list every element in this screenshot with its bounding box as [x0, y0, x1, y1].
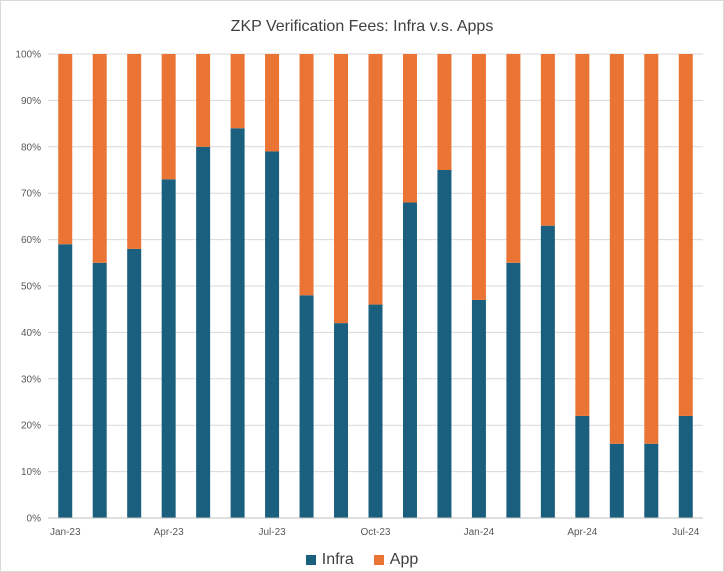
bar-segment-infra-jul-23 [265, 151, 280, 518]
bar-segment-infra-jun-23 [230, 128, 245, 518]
bar-segment-infra-oct-23 [368, 304, 383, 518]
legend-item-app: App [373, 551, 419, 569]
bar-segment-infra-feb-24 [506, 262, 521, 518]
x-tick-label: Jul-24 [672, 527, 700, 538]
y-tick-label: 50% [21, 282, 41, 293]
bar-segment-app-jun-23 [230, 54, 245, 129]
bar-segment-infra-dec-23 [437, 170, 452, 518]
legend-swatch-app [373, 555, 384, 565]
bar-segment-app-jan-24 [471, 54, 486, 300]
y-tick-label: 40% [21, 328, 41, 339]
bar-segment-app-jul-24 [678, 54, 693, 416]
x-tick-label: Oct-23 [360, 527, 390, 538]
bar-segment-infra-apr-23 [161, 179, 176, 518]
bar-segment-app-oct-23 [368, 54, 383, 305]
bar-segment-infra-jul-24 [678, 415, 693, 518]
x-tick-label: Apr-23 [154, 527, 184, 538]
stacked-bar-chart: 0% 10% 20% 30% 40% 50% 60% 70% 80% 90% 100% Jan-23 A… [15, 50, 703, 538]
y-tick-label: 10% [21, 467, 41, 478]
bar-segment-app-feb-23 [92, 54, 107, 263]
bar-segment-app-jan-23 [58, 54, 73, 245]
bar-segment-app-sep-23 [334, 54, 349, 324]
bar-segment-infra-apr-24 [575, 415, 590, 518]
bar-segment-app-nov-23 [402, 54, 417, 203]
legend-label-infra: Infra [321, 551, 354, 568]
bar-segment-infra-sep-23 [334, 323, 349, 518]
bar-segment-app-feb-24 [506, 54, 521, 263]
bar-segment-infra-mar-23 [127, 248, 142, 518]
bar-segment-infra-aug-23 [299, 295, 314, 518]
y-tick-label: 80% [21, 142, 41, 153]
legend-item-infra: Infra [305, 551, 354, 569]
bar-segment-infra-may-23 [196, 146, 211, 519]
y-tick-label: 90% [21, 96, 41, 107]
y-tick-label: 20% [21, 421, 41, 432]
bar-segment-infra-jan-23 [58, 244, 73, 519]
x-tick-label: Apr-24 [567, 527, 597, 538]
y-tick-label: 30% [21, 374, 41, 385]
chart-title: ZKP Verification Fees: Infra v.s. Apps [230, 18, 494, 35]
bar-segment-app-may-24 [609, 54, 624, 444]
x-tick-label: Jan-24 [464, 527, 495, 538]
bar-segment-app-may-23 [196, 54, 211, 147]
bar-segment-infra-jun-24 [644, 443, 659, 518]
y-tick-label: 70% [21, 189, 41, 200]
bar-segment-infra-jan-24 [471, 299, 486, 518]
bar-segment-app-jul-23 [265, 54, 280, 152]
bar-segment-app-jun-24 [644, 54, 659, 444]
bar-segment-app-apr-23 [161, 54, 176, 180]
bar-segment-app-apr-24 [575, 54, 590, 416]
y-tick-label: 100% [15, 50, 41, 61]
legend-label-app: App [389, 551, 419, 568]
legend-swatch-infra [305, 555, 316, 565]
bar-segment-app-mar-24 [540, 54, 555, 226]
x-tick-label: Jul-23 [258, 527, 286, 538]
bar-segment-app-dec-23 [437, 54, 452, 170]
bar-segment-infra-may-24 [609, 443, 624, 518]
bar-segment-app-aug-23 [299, 54, 314, 296]
bar-segment-infra-feb-23 [92, 262, 107, 518]
x-tick-label: Jan-23 [50, 527, 81, 538]
y-tick-label: 60% [21, 235, 41, 246]
bar-segment-app-mar-23 [127, 54, 142, 249]
y-tick-label: 0% [27, 514, 42, 525]
legend: Infra App [1, 551, 723, 569]
bar-segment-infra-nov-23 [402, 202, 417, 519]
bar-segment-infra-mar-24 [540, 225, 555, 518]
